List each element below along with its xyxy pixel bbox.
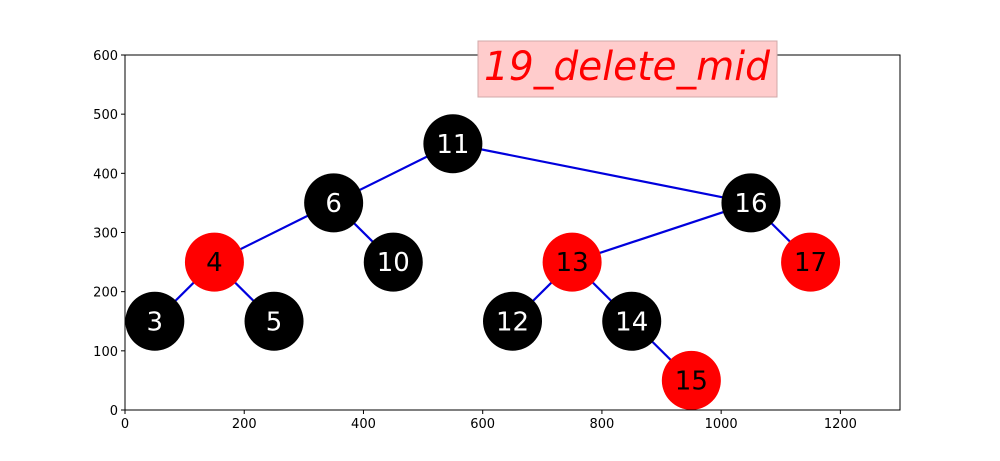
node-label-10: 10 bbox=[377, 248, 410, 278]
node-circle-14 bbox=[602, 291, 662, 351]
node-14: 14 bbox=[602, 291, 662, 351]
y-tick-label: 200 bbox=[93, 286, 118, 301]
node-label-13: 13 bbox=[556, 248, 589, 278]
node-17: 17 bbox=[781, 232, 841, 292]
x-tick-label: 400 bbox=[351, 417, 376, 432]
x-tick-label: 1200 bbox=[824, 417, 857, 432]
title-box: 19_delete_mid bbox=[477, 40, 778, 98]
node-circle-15 bbox=[661, 350, 721, 410]
node-circle-11 bbox=[423, 114, 483, 174]
node-15: 15 bbox=[661, 350, 721, 410]
y-tick-label: 100 bbox=[93, 345, 118, 360]
node-label-15: 15 bbox=[675, 366, 708, 396]
nodes-layer: 11 6 16 4 10 13 17 3 5 12 14 15 bbox=[125, 114, 841, 410]
axes-frame bbox=[124, 54, 901, 411]
node-circle-17 bbox=[781, 232, 841, 292]
x-tick-label: 0 bbox=[121, 417, 129, 432]
node-6: 6 bbox=[304, 173, 364, 233]
node-11: 11 bbox=[423, 114, 483, 174]
node-label-3: 3 bbox=[147, 307, 164, 337]
node-circle-16 bbox=[721, 173, 781, 233]
node-circle-3 bbox=[125, 291, 185, 351]
node-circle-10 bbox=[363, 232, 423, 292]
x-tick-label: 200 bbox=[232, 417, 257, 432]
node-label-16: 16 bbox=[734, 189, 767, 219]
ticks-layer: 0 200 400 600 800 1000 1200 0 100 200 300 400 500 600 bbox=[93, 49, 857, 432]
node-12: 12 bbox=[483, 291, 542, 351]
node-3: 3 bbox=[125, 291, 185, 351]
y-tick-label: 600 bbox=[93, 49, 118, 64]
edge-11-16 bbox=[452, 142, 752, 204]
node-13: 13 bbox=[542, 232, 602, 292]
node-label-14: 14 bbox=[615, 307, 648, 337]
node-10: 10 bbox=[363, 232, 423, 292]
node-16: 16 bbox=[721, 173, 781, 233]
node-circle-13 bbox=[542, 232, 602, 292]
node-5: 5 bbox=[244, 291, 304, 351]
x-tick-label: 800 bbox=[590, 417, 615, 432]
y-tick-label: 0 bbox=[110, 404, 118, 419]
node-circle-4 bbox=[184, 232, 244, 292]
edge-16-13 bbox=[571, 201, 752, 264]
node-circle-5 bbox=[244, 291, 304, 351]
node-circle-6 bbox=[304, 173, 364, 233]
node-4: 4 bbox=[184, 232, 244, 292]
node-circle-12 bbox=[483, 291, 542, 351]
edges-layer bbox=[154, 142, 812, 382]
y-tick-label: 300 bbox=[93, 227, 118, 242]
y-tick-label: 500 bbox=[93, 108, 118, 123]
chart-title: 19_delete_mid bbox=[484, 44, 771, 90]
y-tick-label: 400 bbox=[93, 167, 118, 182]
node-label-17: 17 bbox=[794, 248, 827, 278]
node-label-12: 12 bbox=[496, 307, 529, 337]
x-tick-label: 1000 bbox=[705, 417, 738, 432]
node-label-6: 6 bbox=[325, 189, 342, 219]
x-tick-label: 600 bbox=[470, 417, 495, 432]
title-background bbox=[477, 40, 778, 98]
node-label-5: 5 bbox=[266, 307, 283, 337]
node-label-4: 4 bbox=[206, 248, 223, 278]
node-label-11: 11 bbox=[436, 130, 469, 160]
